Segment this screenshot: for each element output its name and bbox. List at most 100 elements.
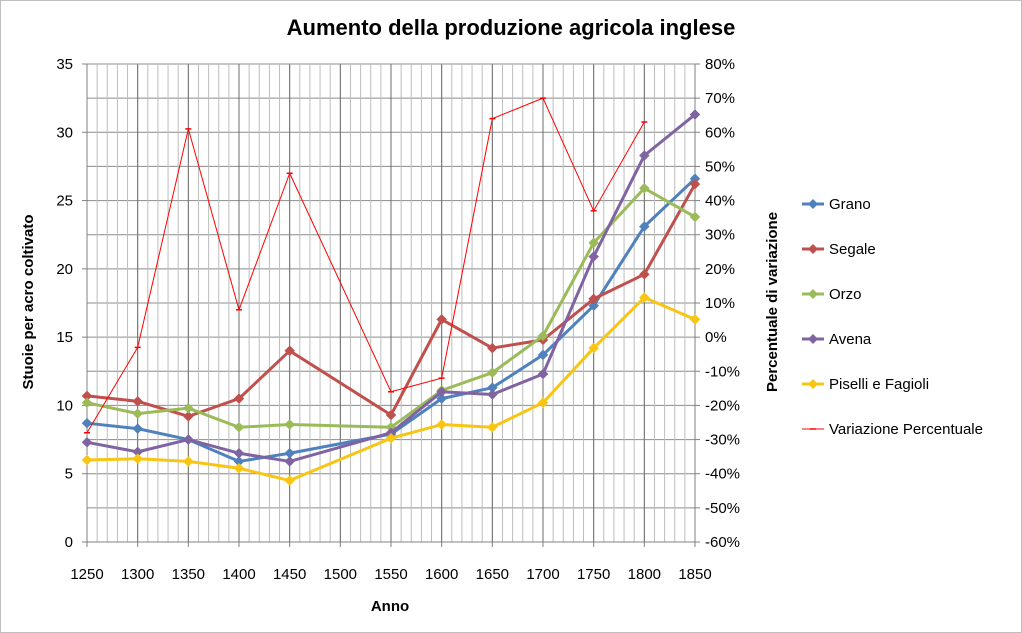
y2-tick-label: 30% [705, 227, 735, 244]
data-point [588, 251, 600, 262]
data-point [182, 456, 194, 467]
data-point [537, 368, 549, 380]
legend-swatch-marker [808, 334, 818, 344]
chart-title: Aumento della produzione agricola ingles… [286, 15, 736, 40]
legend-label: Segale [829, 241, 876, 258]
x-tick-label: 1550 [374, 566, 407, 583]
y-tick-label: 0 [65, 534, 73, 551]
x-tick-label: 1350 [172, 566, 205, 583]
y2-axis-title: Percentuale di variazione [764, 212, 781, 392]
y2-tick-label: 10% [705, 295, 735, 312]
axis-layer: 0 5 10 15 20 25 30 35 -60% -50% -40% -30% -20% -10% 0%… [56, 56, 740, 583]
series-line [86, 177, 697, 463]
series-line [86, 296, 696, 483]
legend-layer: Grano Segale Orzo Avena Piselli e Fagioli Var… [802, 196, 983, 438]
data-point [233, 393, 245, 404]
data-point [486, 389, 498, 400]
x-axis-title: Anno [371, 598, 409, 615]
data-point [132, 395, 144, 407]
legend-swatch-marker [808, 379, 818, 389]
y-tick-label: 5 [65, 466, 73, 483]
data-point [689, 314, 701, 325]
data-point [182, 434, 194, 445]
y-tick-label: 35 [56, 56, 73, 73]
data-point [689, 211, 701, 223]
x-tick-label: 1450 [273, 566, 306, 583]
series-line [86, 183, 697, 418]
data-point [436, 314, 448, 325]
x-tick-label: 1600 [425, 566, 458, 583]
legend-swatch-marker [808, 244, 818, 254]
data-point [436, 419, 448, 430]
y2-tick-label: 60% [705, 124, 735, 141]
data-point [81, 454, 93, 466]
y2-tick-label: -10% [705, 363, 740, 380]
data-point [588, 293, 600, 305]
x-tick-label: 1250 [70, 566, 103, 583]
data-point [537, 349, 549, 361]
x-tick-label: 1750 [577, 566, 610, 583]
data-point [385, 409, 397, 421]
data-point [689, 109, 701, 120]
data-point [182, 402, 194, 414]
data-point [638, 150, 650, 161]
data-point [588, 300, 600, 312]
y-tick-label: 20 [56, 261, 73, 278]
legend-label: Variazione Percentuale [829, 421, 983, 438]
y2-tick-label: 80% [705, 56, 735, 73]
legend-swatch-marker [808, 199, 818, 209]
y-tick-label: 15 [56, 329, 73, 346]
data-point [284, 419, 296, 430]
data-point [233, 421, 245, 433]
y-axis-title: Stuoie per acro coltivato [20, 214, 37, 389]
data-point [638, 268, 650, 280]
data-point [436, 393, 448, 404]
y2-tick-label: -60% [705, 534, 740, 551]
x-tick-label: 1400 [222, 566, 255, 583]
legend-swatch-marker [808, 289, 818, 299]
y2-tick-label: -30% [705, 432, 740, 449]
y-tick-label: 30 [56, 124, 73, 141]
legend-label: Orzo [829, 286, 862, 303]
x-tick-label: 1800 [628, 566, 661, 583]
data-point [385, 432, 397, 444]
data-point [81, 436, 93, 448]
series-line [86, 186, 696, 429]
data-point [638, 182, 650, 194]
y-tick-label: 25 [56, 193, 73, 210]
data-point [537, 330, 549, 342]
data-point [486, 367, 498, 379]
data-point [689, 178, 701, 190]
x-tick-label: 1700 [526, 566, 559, 583]
data-point [81, 417, 93, 429]
data-point [284, 475, 296, 486]
legend-label: Piselli e Fagioli [829, 376, 929, 393]
data-point [638, 292, 650, 303]
legend-label: Avena [829, 331, 872, 348]
data-point [182, 411, 194, 422]
x-tick-label: 1650 [476, 566, 509, 583]
data-point [588, 237, 600, 249]
x-tick-label: 1850 [678, 566, 711, 583]
data-point [486, 421, 498, 433]
data-point [537, 397, 549, 409]
data-point [132, 408, 144, 419]
x-tick-label: 1500 [324, 566, 357, 583]
y2-tick-label: 0% [705, 329, 727, 346]
grid-layer [86, 63, 696, 543]
data-point [284, 456, 296, 467]
data-point [486, 342, 498, 354]
series-layer [81, 97, 701, 486]
data-point [233, 447, 245, 459]
data-point [81, 397, 93, 409]
data-point [284, 345, 296, 357]
y2-tick-label: 50% [705, 158, 735, 175]
series-line [86, 113, 696, 463]
data-point [132, 423, 144, 434]
data-point [436, 386, 448, 398]
data-point [638, 221, 650, 232]
x-tick-label: 1300 [121, 566, 154, 583]
data-point [588, 342, 600, 354]
